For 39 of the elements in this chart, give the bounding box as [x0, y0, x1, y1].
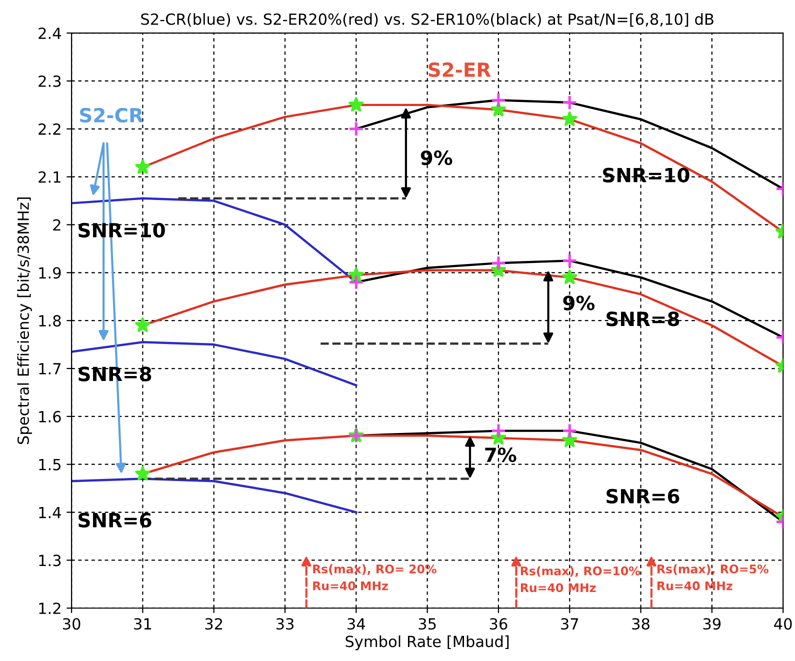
- y-tick-label: 1.8: [39, 315, 61, 327]
- y-tick-label: 2.1: [38, 171, 60, 183]
- x-tick-label: 38: [632, 618, 650, 630]
- annotation: 9%: [420, 150, 452, 166]
- y-tick-label: 1.3: [39, 554, 61, 566]
- x-tick-label: 36: [490, 618, 508, 630]
- x-tick-label: 39: [703, 618, 721, 630]
- annotation: SNR=6: [606, 488, 680, 504]
- y-tick-label: 2: [53, 219, 60, 231]
- annotation: Rs(max), RO=5% Ru=40 MHz: [658, 564, 768, 590]
- annotation: 9%: [563, 296, 595, 310]
- annotation: SNR=6: [78, 512, 152, 528]
- x-tick-label: 35: [418, 618, 436, 630]
- annotation: Rs(max), RO= 20% Ru=40 MHz: [313, 564, 436, 590]
- y-tick-label: 1.6: [39, 410, 61, 422]
- y-tick-label: 1.5: [39, 459, 60, 470]
- annotation: Rs(max), RO=10% Ru=40 MHz: [520, 566, 640, 592]
- x-tick-label: 32: [205, 618, 222, 630]
- x-tick-label: 30: [62, 618, 80, 630]
- annotation: SNR=8: [606, 312, 680, 326]
- y-tick-label: 1.7: [39, 363, 61, 374]
- chart-title: S2-CR(blue) vs. S2-ER20%(red) vs. S2-ER10%(black) at Psat/N=[6,8,10] dB: [141, 13, 714, 27]
- x-tick-label: 37: [561, 618, 578, 630]
- annotation: 7%: [485, 447, 516, 462]
- y-tick-label: 2.2: [38, 123, 60, 135]
- x-tick-label: 34: [348, 618, 366, 630]
- y-tick-label: 1.9: [39, 267, 61, 279]
- y-tick-label: 2.4: [38, 28, 61, 39]
- y-tick-label: 1.4: [39, 506, 61, 518]
- annotation: S2-ER: [428, 62, 491, 78]
- y-tick-label: 2.3: [38, 75, 61, 87]
- x-tick-label: 40: [774, 618, 792, 630]
- x-tick-label: 33: [276, 618, 294, 630]
- x-tick-label: 31: [134, 618, 152, 630]
- x-axis-title: Symbol Rate [Mbaud]: [346, 635, 509, 650]
- annotation: SNR=10: [603, 168, 690, 182]
- y-axis-title: Spectral Efficiency [bit/s/38MHz]: [17, 197, 32, 444]
- y-tick-label: 1.2: [39, 602, 60, 614]
- annotation: S2-CR: [80, 108, 144, 123]
